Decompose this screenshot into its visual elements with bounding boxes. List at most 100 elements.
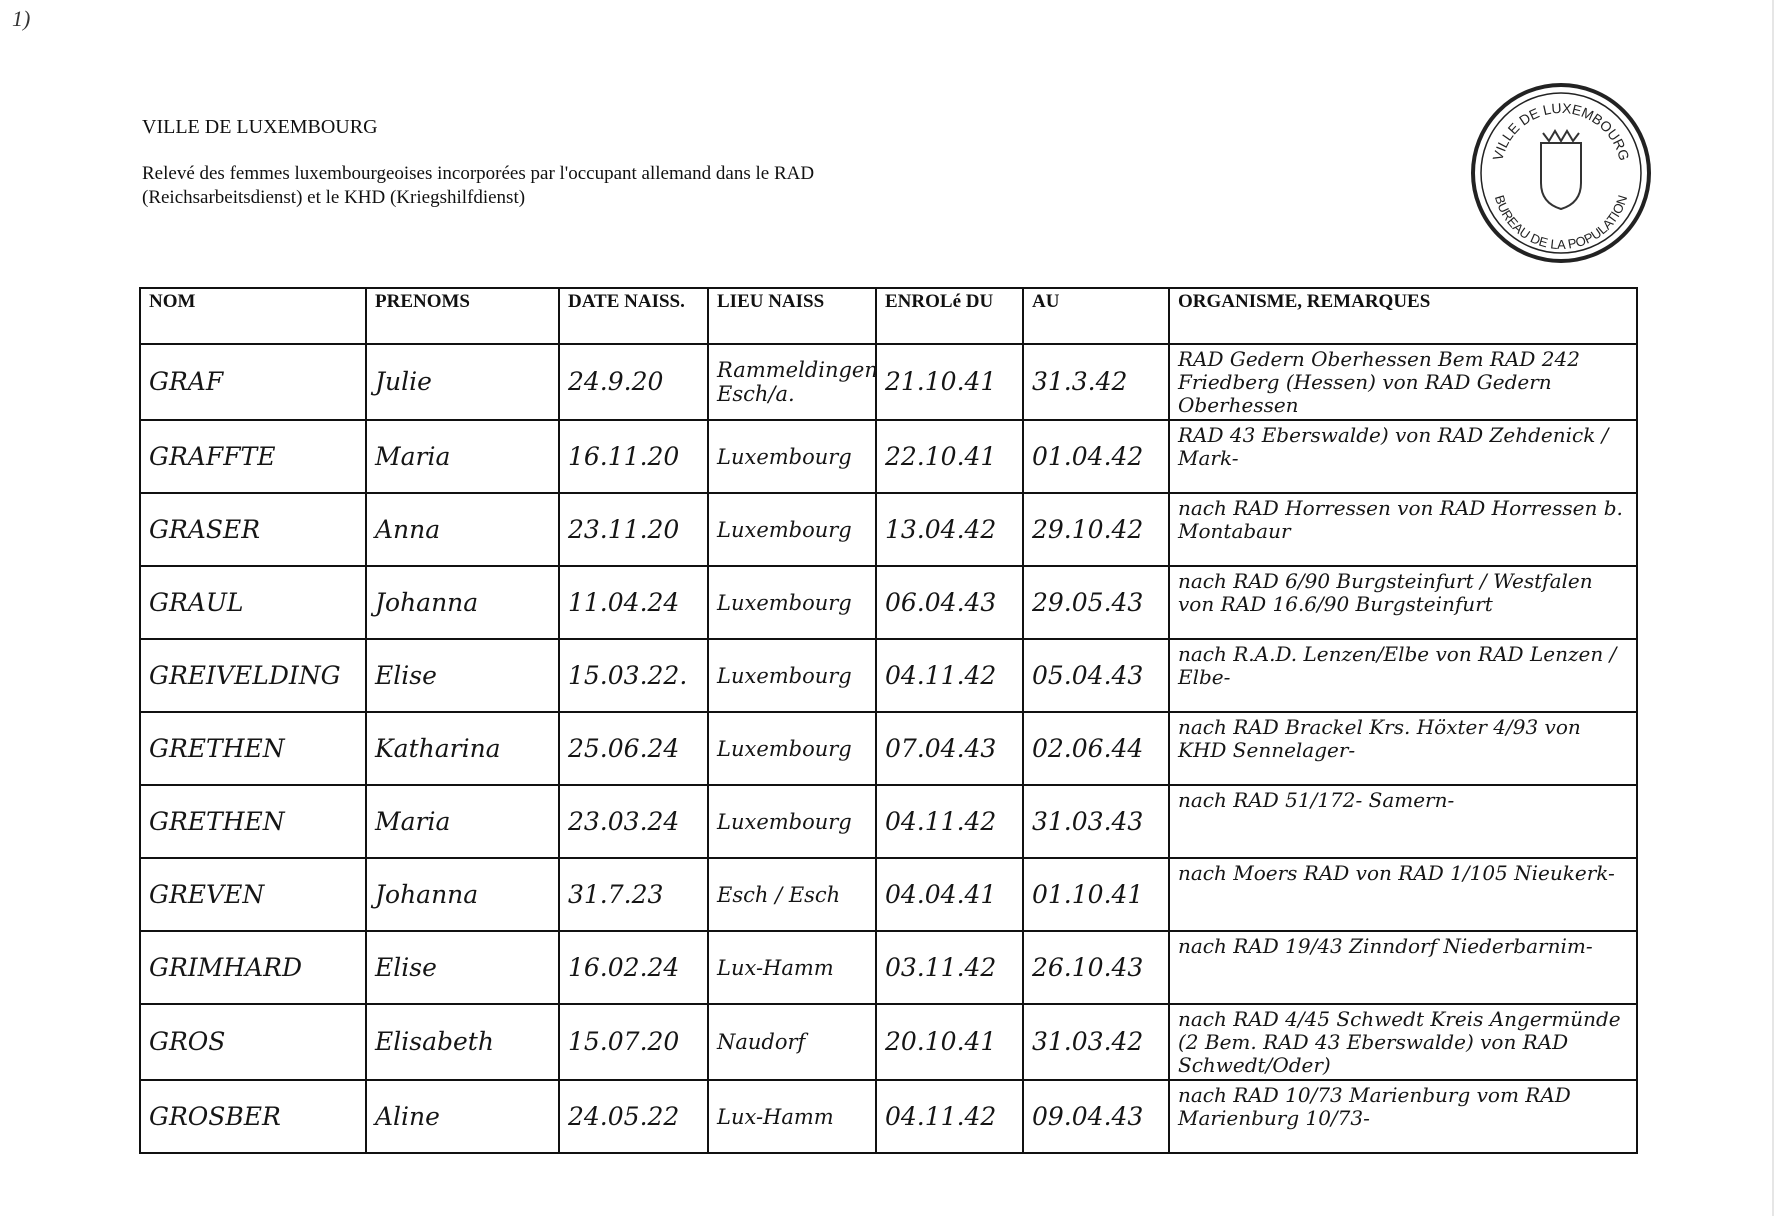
table-row: GRAUL Johanna 11.04.24 Luxembourg 06.04.43 29… [139,565,1638,640]
cell-lieu: Esch / Esch [707,857,877,932]
cell-remarques: RAD Gedern Oberhessen Bem RAD 242 Friedb… [1168,343,1638,421]
cell-nom: GROS [139,1003,367,1081]
document-title: VILLE DE LUXEMBOURG [142,116,378,138]
cell-nom: GRAF [139,343,367,421]
cell-au: 26.10.43 [1022,930,1170,1005]
cell-du: 04.11.42 [875,1079,1024,1154]
cell-prenoms: Elise [365,638,560,713]
cell-remarques: nach RAD Brackel Krs. Höxter 4/93 von KH… [1168,711,1638,786]
cell-au: 31.3.42 [1022,343,1170,421]
cell-du: 07.04.43 [875,711,1024,786]
official-stamp-seal: VILLE DE LUXEMBOURG BUREAU DE LA POPULAT… [1471,83,1651,263]
cell-date: 15.03.22. [558,638,709,713]
cell-lieu: Luxembourg [707,784,877,859]
cell-remarques: nach Moers RAD von RAD 1/105 Nieukerk- [1168,857,1638,932]
cell-date: 11.04.24 [558,565,709,640]
table-row: GRIMHARD Elise 16.02.24 Lux-Hamm 03.11.42 26.… [139,930,1638,1005]
cell-du: 21.10.41 [875,343,1024,421]
cell-du: 20.10.41 [875,1003,1024,1081]
cell-au: 29.05.43 [1022,565,1170,640]
cell-prenoms: Maria [365,419,560,494]
cell-lieu: Luxembourg [707,711,877,786]
cell-prenoms: Elisabeth [365,1003,560,1081]
cell-date: 31.7.23 [558,857,709,932]
header-au: AU [1022,287,1170,345]
cell-nom: GRASER [139,492,367,567]
table-row: GROS Elisabeth 15.07.20 Naudorf 20.10.41 31.0… [139,1003,1638,1081]
table-row: GRETHEN Katharina 25.06.24 Luxembourg 07.04.… [139,711,1638,786]
cell-nom: GRAFFTE [139,419,367,494]
cell-prenoms: Aline [365,1079,560,1154]
cell-remarques: RAD 43 Eberswalde) von RAD Zehdenick / M… [1168,419,1638,494]
cell-prenoms: Julie [365,343,560,421]
cell-date: 24.05.22 [558,1079,709,1154]
cell-remarques: nach RAD 19/43 Zinndorf Niederbarnim- [1168,930,1638,1005]
cell-lieu: Luxembourg [707,638,877,713]
cell-date: 23.11.20 [558,492,709,567]
cell-nom: GRIMHARD [139,930,367,1005]
cell-prenoms: Elise [365,930,560,1005]
cell-nom: GRETHEN [139,711,367,786]
incorporated-women-table: NOM PRENOMS DATE NAISS. LIEU NAISS ENROL… [139,287,1638,1154]
svg-text:VILLE DE LUXEMBOURG: VILLE DE LUXEMBOURG [1489,100,1632,163]
cell-date: 25.06.24 [558,711,709,786]
cell-du: 22.10.41 [875,419,1024,494]
cell-prenoms: Johanna [365,857,560,932]
header-date-naiss: DATE NAISS. [558,287,709,345]
cell-au: 31.03.42 [1022,1003,1170,1081]
cell-du: 03.11.42 [875,930,1024,1005]
cell-prenoms: Johanna [365,565,560,640]
header-organisme-remarques: ORGANISME, REMARQUES [1168,287,1638,345]
cell-date: 16.11.20 [558,419,709,494]
cell-remarques: nach RAD Horressen von RAD Horressen b. … [1168,492,1638,567]
cell-lieu: Naudorf [707,1003,877,1081]
cell-prenoms: Anna [365,492,560,567]
cell-au: 31.03.43 [1022,784,1170,859]
cell-lieu: Luxembourg [707,565,877,640]
cell-remarques: nach RAD 10/73 Marienburg vom RAD Marien… [1168,1079,1638,1154]
cell-du: 04.11.42 [875,784,1024,859]
cell-remarques: nach R.A.D. Lenzen/Elbe von RAD Lenzen /… [1168,638,1638,713]
cell-au: 05.04.43 [1022,638,1170,713]
cell-au: 01.04.42 [1022,419,1170,494]
cell-date: 15.07.20 [558,1003,709,1081]
cell-nom: GREVEN [139,857,367,932]
cell-du: 04.04.41 [875,857,1024,932]
header-nom: NOM [139,287,367,345]
cell-du: 06.04.43 [875,565,1024,640]
table-row: GREVEN Johanna 31.7.23 Esch / Esch 04.04.41 0… [139,857,1638,932]
cell-nom: GRAUL [139,565,367,640]
cell-prenoms: Katharina [365,711,560,786]
table-row: GRETHEN Maria 23.03.24 Luxembourg 04.11.42 31… [139,784,1638,859]
scan-edge [1772,0,1774,1216]
cell-au: 01.10.41 [1022,857,1170,932]
table-row: GRASER Anna 23.11.20 Luxembourg 13.04.42 29.1… [139,492,1638,567]
cell-au: 29.10.42 [1022,492,1170,567]
header-lieu-naiss: LIEU NAISS [707,287,877,345]
table-row: GROSBER Aline 24.05.22 Lux-Hamm 04.11.42 09.0… [139,1079,1638,1154]
cell-lieu: Lux-Hamm [707,1079,877,1154]
cell-nom: GREIVELDING [139,638,367,713]
cell-lieu: Luxembourg [707,492,877,567]
header-prenoms: PRENOMS [365,287,560,345]
header-enrole-du: ENROLé DU [875,287,1024,345]
table-row: GRAF Julie 24.9.20 Rammeldingen Esch/a. 21.1… [139,343,1638,421]
cell-lieu: Luxembourg [707,419,877,494]
page-number-mark: 1) [12,6,31,31]
document-subtitle: Relevé des femmes luxembourgeoises incor… [142,163,815,208]
cell-nom: GRETHEN [139,784,367,859]
cell-au: 09.04.43 [1022,1079,1170,1154]
cell-lieu: Lux-Hamm [707,930,877,1005]
cell-remarques: nach RAD 4/45 Schwedt Kreis Angermünde (… [1168,1003,1638,1081]
table-header-row: NOM PRENOMS DATE NAISS. LIEU NAISS ENROL… [139,287,1638,345]
table-row: GRAFFTE Maria 16.11.20 Luxembourg 22.10.41 01… [139,419,1638,494]
cell-date: 23.03.24 [558,784,709,859]
cell-du: 13.04.42 [875,492,1024,567]
svg-text:BUREAU DE LA POPULATION: BUREAU DE LA POPULATION [1492,193,1630,252]
table-row: GREIVELDING Elise 15.03.22. Luxembourg 04.11… [139,638,1638,713]
cell-lieu: Rammeldingen Esch/a. [707,343,878,421]
cell-date: 16.02.24 [558,930,709,1005]
cell-remarques: nach RAD 51/172- Samern- [1168,784,1638,859]
cell-du: 04.11.42 [875,638,1024,713]
cell-nom: GROSBER [139,1079,367,1154]
